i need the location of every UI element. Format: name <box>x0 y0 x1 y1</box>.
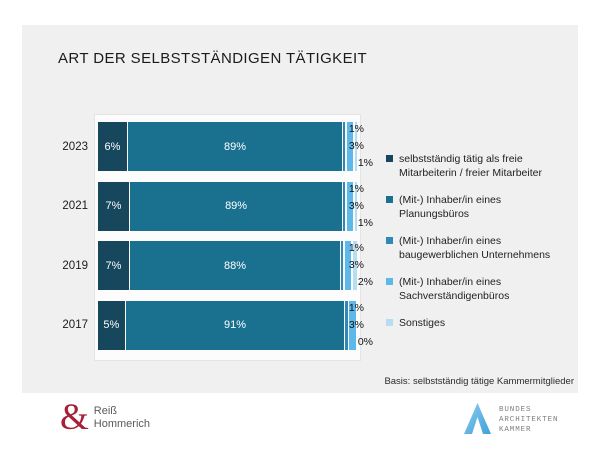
bar-segment: 89% <box>128 122 342 171</box>
bar-segment <box>349 300 356 350</box>
reiss-hommerich-label: Reiß Hommerich <box>94 402 150 436</box>
bar-segment: 88% <box>130 241 340 290</box>
bar-segment <box>341 241 344 290</box>
bar-segments: 7% 89% <box>98 181 357 231</box>
bar-segment <box>354 181 357 231</box>
basis-note: Basis: selbstständig tätige Kammermitgli… <box>384 376 574 387</box>
callout-value: 2% <box>357 276 373 288</box>
bar-segment <box>346 122 354 171</box>
callout-value: 1% <box>348 182 364 195</box>
hommerich-line: Hommerich <box>93 418 151 430</box>
bar-segment <box>352 241 357 290</box>
callout-value: 1% <box>348 242 364 254</box>
bar-segments: 5% 91% <box>98 300 357 350</box>
bar-segments: 6% 89% <box>98 122 358 171</box>
callout-value: 3% <box>348 318 364 331</box>
bak-line-architekten: ARCHITEKTEN <box>499 416 559 424</box>
chart-plot-area: 2023 6% 89% 1% 3% 1% 2021 7% 89% 1% 3% 1% 2019 7% 88% 1… <box>62 114 373 361</box>
legend-swatch-icon <box>386 319 393 326</box>
bar-segment <box>344 241 352 290</box>
year-label: 2019 <box>62 259 88 272</box>
callout-value: 3% <box>348 259 364 271</box>
bar-rows: 2023 6% 89% 1% 3% 1% 2021 7% 89% 1% 3% 1% 2019 7% 88% 1… <box>62 122 373 360</box>
bak-line-bundes: BUNDES <box>499 406 532 414</box>
bar-segment <box>343 122 346 171</box>
year-label: 2017 <box>62 319 88 331</box>
legend-swatch-icon <box>386 237 393 244</box>
bar-segments: 7% 88% <box>98 241 357 290</box>
callout-value: 1% <box>357 157 373 169</box>
bar-row-2019: 2019 7% 88% 1% 3% 2% <box>62 241 373 290</box>
legend-label: (Mit-) Inhaber/in eines Sachverständigen… <box>399 276 510 302</box>
bar-segment: 5% <box>98 300 125 350</box>
bar-segment: 7% <box>98 181 129 231</box>
callout-value: 1% <box>348 301 364 314</box>
callout-value: 0% <box>357 335 373 348</box>
bar-segment <box>354 122 358 171</box>
legend-label: selbstständig tätig als freie Mitarbeite… <box>399 153 542 179</box>
bar-segment <box>346 181 354 231</box>
ampersand-logo-icon: & <box>60 397 89 438</box>
bar-segment: 6% <box>98 122 127 171</box>
legend-label: (Mit-) Inhaber/in eines baugewerblichen … <box>399 235 551 261</box>
legend-item: selbstständig tätig als freie Mitarbeite… <box>386 152 558 180</box>
chart-legend: selbstständig tätig als freie Mitarbeite… <box>386 152 558 330</box>
legend-label: Sonstiges <box>399 317 446 329</box>
year-label: 2023 <box>62 140 88 153</box>
slide-panel: ART DER SELBSTSTÄNDIGEN TÄTIGKEIT 2023 6%… <box>22 25 578 393</box>
legend-label: (Mit-) Inhaber/in eines Planungsbüros <box>399 194 502 220</box>
bar-row-2021: 2021 7% 89% 1% 3% 1% <box>62 181 373 231</box>
legend-swatch-icon <box>386 155 393 162</box>
callout-labels: 1% 3% 1% <box>324 182 373 230</box>
bar-row-2023: 2023 6% 89% 1% 3% 1% <box>62 122 373 171</box>
year-label: 2021 <box>62 200 88 212</box>
bar-segment <box>345 300 348 350</box>
bar-segment: 91% <box>126 300 344 350</box>
reiss-line: Reiß <box>93 405 118 417</box>
callout-value: 3% <box>348 199 364 212</box>
legend-swatch-icon <box>386 278 393 285</box>
bak-label: BUNDES ARCHITEKTEN KAMMER <box>499 403 558 435</box>
bar-segment: 7% <box>98 241 129 290</box>
callout-labels: 1% 3% 2% <box>324 242 373 289</box>
callout-value: 1% <box>348 123 364 135</box>
callout-value: 3% <box>348 140 364 152</box>
bak-line-kammer: KAMMER <box>499 426 532 434</box>
bar-segment: 89% <box>130 181 342 231</box>
legend-swatch-icon <box>386 196 393 203</box>
callout-value: 1% <box>357 216 373 229</box>
callout-labels: 1% 3% 0% <box>324 301 373 349</box>
bundesarchitektenkammer-logo: BUNDES ARCHITEKTEN KAMMER <box>464 403 558 435</box>
legend-item: (Mit-) Inhaber/in eines Sachverständigen… <box>386 275 558 303</box>
legend-item: (Mit-) Inhaber/in eines Planungsbüros <box>386 193 558 221</box>
bar-segment <box>343 181 346 231</box>
legend-item: Sonstiges <box>386 316 558 330</box>
callout-labels: 1% 3% 1% <box>324 123 373 170</box>
reiss-hommerich-logo: & Reiß Hommerich <box>60 397 150 438</box>
legend-item: (Mit-) Inhaber/in eines baugewerblichen … <box>386 234 558 262</box>
bar-row-2017: 2017 5% 91% 1% 3% 0% <box>62 300 373 350</box>
page-title: ART DER SELBSTSTÄNDIGEN TÄTIGKEIT <box>58 50 368 67</box>
bak-a-icon <box>464 403 491 434</box>
